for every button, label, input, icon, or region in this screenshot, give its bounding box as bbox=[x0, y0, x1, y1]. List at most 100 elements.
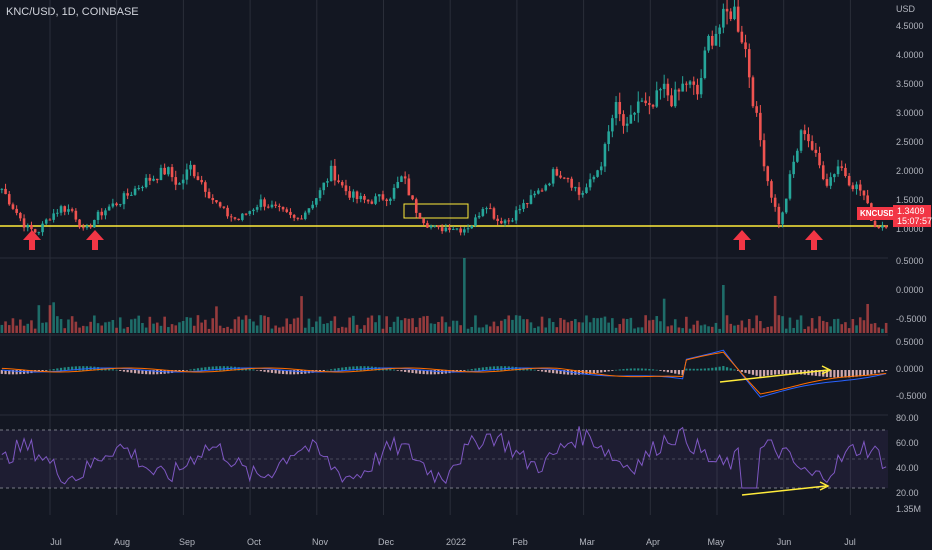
macd-hist-bar bbox=[644, 368, 647, 371]
macd-hist-bar bbox=[222, 366, 225, 371]
macd-hist-bar bbox=[722, 365, 725, 371]
candle-body bbox=[52, 213, 55, 220]
volume-bar bbox=[296, 317, 300, 333]
candle-body bbox=[770, 181, 773, 198]
candle-body bbox=[266, 206, 270, 208]
volume-bar bbox=[747, 318, 751, 333]
volume-bar bbox=[418, 317, 422, 333]
candle-body bbox=[522, 203, 525, 209]
candle-body bbox=[396, 181, 400, 188]
candle-body bbox=[833, 174, 836, 178]
macd-hist-bar bbox=[96, 367, 100, 371]
macd-hist-bar bbox=[766, 370, 769, 376]
macd-hist-bar bbox=[622, 369, 625, 371]
candle-body bbox=[599, 166, 603, 171]
volume-bar bbox=[799, 315, 803, 333]
candle-body bbox=[681, 83, 684, 92]
volume-bar bbox=[640, 327, 644, 333]
candle-body bbox=[696, 84, 699, 95]
volume-bar bbox=[529, 322, 533, 333]
macd-hist-bar bbox=[263, 370, 266, 372]
macd-hist-bar bbox=[204, 367, 207, 371]
macd-hist-bar bbox=[692, 368, 695, 371]
candle-body bbox=[477, 215, 481, 218]
volume-bar bbox=[511, 319, 514, 333]
volume-bar bbox=[270, 328, 274, 333]
candle-body bbox=[233, 217, 237, 219]
candle-body bbox=[70, 209, 74, 211]
volume-bar bbox=[377, 315, 381, 333]
candle-body bbox=[525, 203, 529, 205]
volume-bar bbox=[400, 320, 403, 333]
candle-body bbox=[474, 217, 477, 226]
volume-bar bbox=[19, 319, 22, 333]
volume-bar bbox=[810, 318, 814, 333]
volume-bar bbox=[426, 315, 429, 333]
volume-bar bbox=[788, 317, 792, 333]
volume-bar bbox=[74, 321, 78, 333]
macd-hist-bar bbox=[885, 370, 888, 371]
candle-body bbox=[799, 130, 803, 151]
macd-hist-bar bbox=[663, 370, 666, 372]
time-axis-label: Jul bbox=[50, 537, 62, 547]
candle-body bbox=[492, 208, 496, 219]
volume-bar bbox=[844, 322, 847, 333]
macd-hist-bar bbox=[78, 366, 81, 371]
candle-body bbox=[485, 208, 488, 210]
candle-body bbox=[218, 202, 222, 207]
volume-bar bbox=[481, 327, 485, 333]
time-axis-label: Aug bbox=[114, 537, 130, 547]
macd-hist-bar bbox=[799, 370, 803, 375]
volume-bar bbox=[666, 326, 670, 333]
candle-body bbox=[141, 187, 144, 189]
volume-bar bbox=[241, 319, 244, 333]
candle-body bbox=[300, 218, 303, 220]
last-price-symbol: KNCUSD bbox=[857, 207, 898, 220]
volume-bar bbox=[814, 328, 818, 333]
volume-bar bbox=[33, 328, 37, 333]
macd-hist-bar bbox=[744, 370, 747, 373]
candle-body bbox=[858, 184, 862, 191]
candle-body bbox=[722, 8, 725, 28]
candle-body bbox=[311, 204, 314, 209]
candle-body bbox=[100, 211, 104, 216]
macd-hist-bar bbox=[725, 367, 729, 371]
candle-body bbox=[459, 228, 462, 233]
volume-bar bbox=[178, 322, 181, 333]
macd-hist-bar bbox=[344, 367, 348, 371]
volume-bar bbox=[148, 316, 152, 333]
volume-bar bbox=[259, 315, 263, 333]
macd-hist-bar bbox=[318, 370, 322, 372]
price-axis-label: 4.5000 bbox=[896, 21, 924, 31]
price-axis-label: 2.5000 bbox=[896, 137, 924, 147]
candle-body bbox=[255, 207, 259, 210]
volume-bar bbox=[337, 328, 340, 333]
candle-body bbox=[851, 185, 855, 190]
volume-bar bbox=[15, 325, 18, 333]
macd-hist-bar bbox=[152, 370, 155, 375]
candle-body bbox=[133, 188, 137, 195]
candle-body bbox=[481, 208, 485, 216]
volume-bar bbox=[392, 321, 396, 333]
macd-hist-bar bbox=[433, 370, 436, 375]
macd-axis-label: 0.5000 bbox=[896, 337, 924, 347]
volume-bar bbox=[340, 326, 344, 333]
volume-bar bbox=[115, 327, 118, 333]
macd-hist-bar bbox=[311, 370, 314, 373]
macd-hist-bar bbox=[355, 366, 359, 371]
volume-bar bbox=[429, 323, 433, 333]
volume-bar bbox=[725, 315, 729, 333]
volume-bar bbox=[562, 319, 566, 333]
macd-hist-bar bbox=[19, 370, 22, 375]
macd-hist-bar bbox=[252, 369, 255, 371]
macd-hist-bar bbox=[137, 370, 140, 374]
volume-bar bbox=[96, 323, 100, 333]
volume-bar bbox=[866, 303, 869, 333]
volume-bar bbox=[488, 326, 492, 333]
volume-bar bbox=[440, 316, 444, 333]
macd-hist-bar bbox=[41, 370, 44, 372]
volume-bar bbox=[596, 318, 599, 333]
macd-hist-bar bbox=[108, 368, 111, 371]
candle-body bbox=[11, 204, 15, 209]
